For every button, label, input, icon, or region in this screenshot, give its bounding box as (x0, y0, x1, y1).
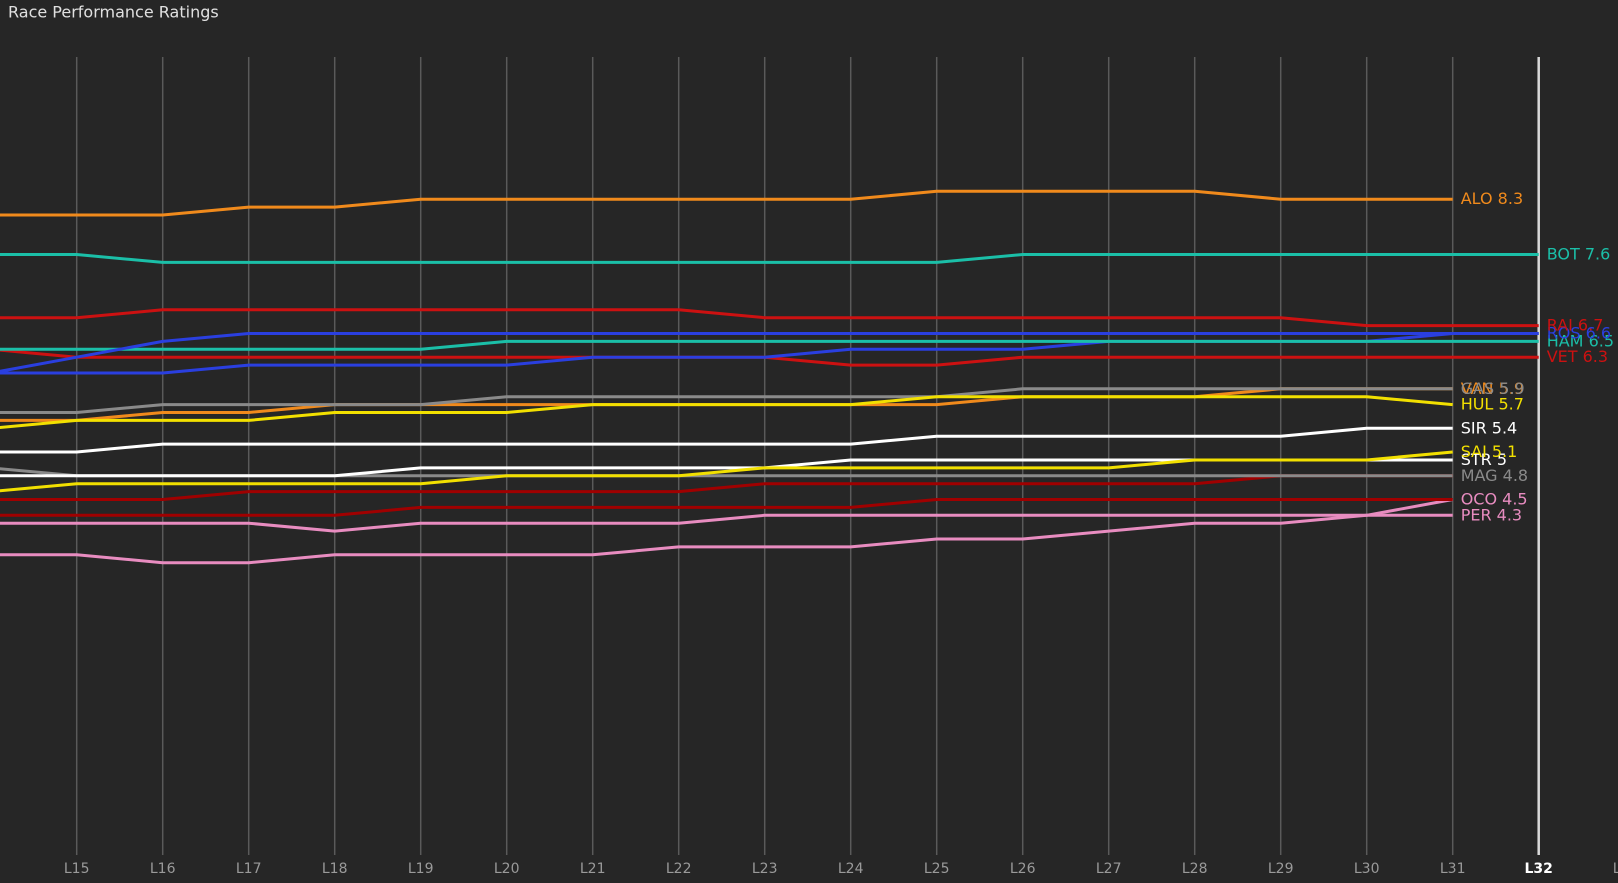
series-name: SAI (1461, 442, 1487, 461)
value-label: 5.1 (1492, 442, 1517, 461)
x-tick-label: L (1613, 861, 1618, 877)
series-name: HAM (1547, 331, 1584, 350)
x-tick-label: L25 (924, 861, 950, 877)
end-label: ROS 6.6 (1547, 323, 1611, 342)
value-label: 5.4 (1492, 418, 1517, 437)
value-label: 5 (1497, 449, 1507, 468)
value-label: 6.6 (1586, 323, 1611, 342)
value-label: 5.9 (1499, 378, 1524, 397)
x-tick-label: L18 (322, 861, 348, 877)
series-line (0, 474, 1453, 501)
value-label: 5.7 (1498, 394, 1523, 413)
x-tick-label: L17 (236, 861, 262, 877)
value-label: 6.7 (1578, 315, 1603, 334)
series-line (0, 387, 1453, 414)
x-tick-label: L26 (1010, 861, 1036, 877)
end-label: MAG 4.8 (1461, 465, 1528, 484)
series-name: VET (1547, 347, 1578, 366)
end-label: HUL 5.7 (1461, 394, 1524, 413)
value-label: 6.3 (1583, 347, 1608, 366)
end-label: STR 5 (1461, 449, 1507, 468)
x-tick-label: L21 (580, 861, 606, 877)
value-label: 8.3 (1498, 189, 1523, 208)
end-label: SAI 5.1 (1461, 442, 1518, 461)
series-name: ALO (1461, 189, 1493, 208)
x-tick-label: L19 (408, 861, 434, 877)
value-label: 5.9 (1499, 378, 1524, 397)
x-tick-label: L23 (752, 861, 778, 877)
series-line (0, 395, 1453, 429)
series-line (0, 513, 1453, 533)
series-line (0, 308, 1539, 328)
series-line (0, 339, 1539, 351)
series-name: HUL (1461, 394, 1494, 413)
value-label: 4.8 (1503, 465, 1528, 484)
series-name: MAG (1461, 465, 1498, 484)
series-line (0, 450, 1453, 493)
end-label: ALO 8.3 (1461, 189, 1523, 208)
x-tick-label: L22 (666, 861, 692, 877)
end-label: VAN 5.9 (1461, 378, 1524, 397)
end-label: GAS 5.9 (1461, 378, 1525, 397)
series-name: SIR (1461, 418, 1487, 437)
x-tick-label: L16 (150, 861, 176, 877)
series-name: OCO (1461, 489, 1497, 508)
value-label: 4.3 (1497, 505, 1522, 524)
series-line (0, 253, 1539, 264)
end-label: HAM 6.5 (1547, 331, 1614, 350)
end-label: OCO 4.5 (1461, 489, 1528, 508)
series-name: BOT (1547, 244, 1580, 263)
series-name: RAI (1547, 315, 1573, 334)
end-label: RAI 6.7 (1547, 315, 1604, 334)
x-tick-label: L27 (1096, 861, 1122, 877)
series-name: ROS (1547, 323, 1581, 342)
end-label: PER 4.3 (1461, 505, 1522, 524)
series-line (0, 498, 1453, 565)
end-label: VET 6.3 (1547, 347, 1608, 366)
x-tick-label: L30 (1354, 861, 1380, 877)
value-label: 7.6 (1585, 244, 1610, 263)
x-tick-label: L24 (838, 861, 864, 877)
series-name: VAN (1461, 378, 1494, 397)
x-tick-label: L20 (494, 861, 520, 877)
series-line (0, 498, 1453, 517)
value-label: 4.5 (1502, 489, 1527, 508)
series-name: PER (1461, 505, 1492, 524)
x-tick-label: L28 (1182, 861, 1208, 877)
series-line (0, 332, 1539, 373)
series-line (0, 189, 1453, 217)
series-name: STR (1461, 449, 1492, 468)
x-tick-label: L32 (1524, 861, 1552, 877)
x-tick-label: L29 (1268, 861, 1294, 877)
x-tick-label: L15 (64, 861, 90, 877)
series-name: GAS (1461, 378, 1495, 397)
chart-title: Race Performance Ratings (8, 3, 219, 22)
end-label: SIR 5.4 (1461, 418, 1518, 437)
value-label: 6.5 (1589, 331, 1614, 350)
x-tick-label: L31 (1440, 861, 1466, 877)
series-line (0, 426, 1453, 454)
end-label: BOT 7.6 (1547, 244, 1611, 263)
